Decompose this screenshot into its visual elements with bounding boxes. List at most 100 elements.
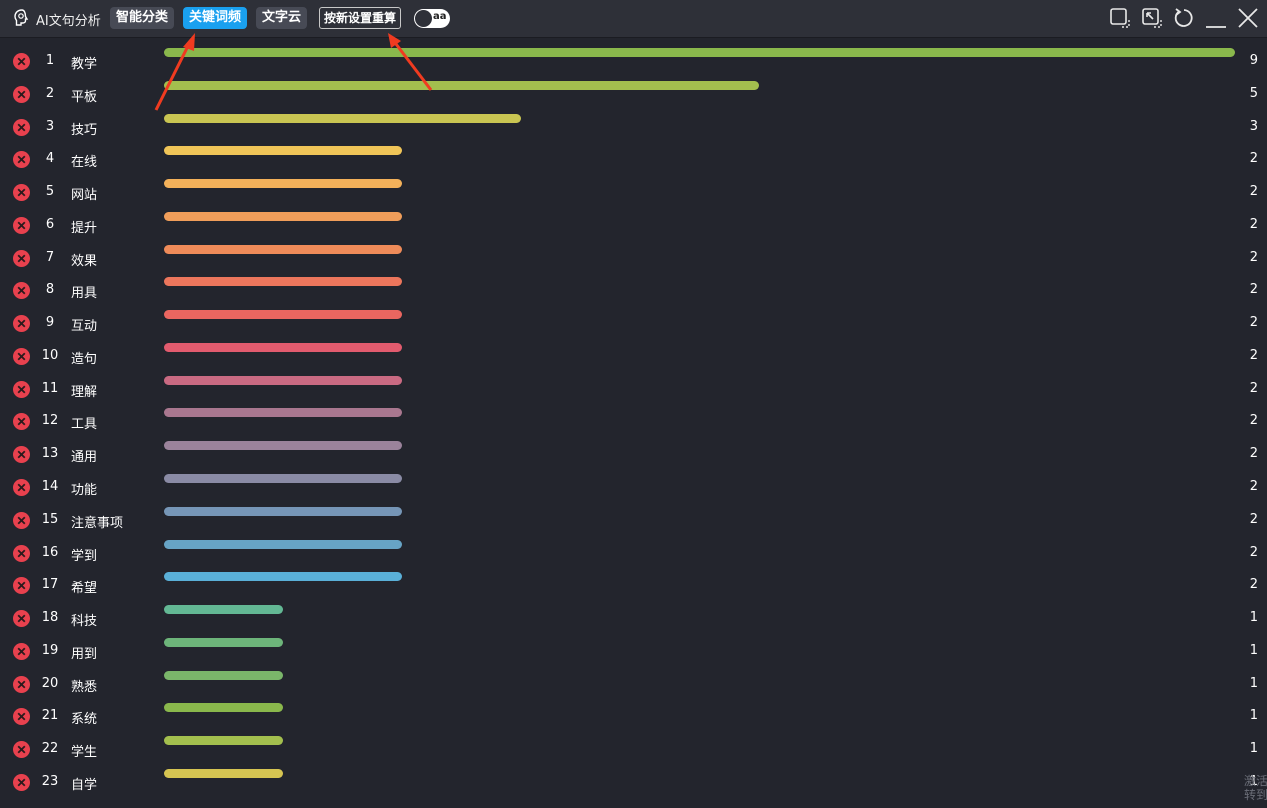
remove-keyword-icon[interactable] bbox=[13, 675, 30, 693]
x-mark-icon bbox=[17, 188, 26, 197]
keyword-row: 19 用到 1 bbox=[0, 635, 1267, 668]
remove-keyword-icon[interactable] bbox=[13, 282, 30, 300]
refresh-icon[interactable] bbox=[1172, 6, 1196, 30]
keyword-rank: 16 bbox=[41, 544, 59, 560]
remove-keyword-icon[interactable] bbox=[13, 479, 30, 496]
keyword-count: 2 bbox=[1249, 446, 1258, 462]
remove-keyword-icon[interactable] bbox=[13, 151, 30, 169]
x-mark-icon bbox=[17, 745, 26, 754]
remove-keyword-icon[interactable] bbox=[13, 118, 30, 136]
watermark-line-1: 激活 bbox=[1244, 774, 1267, 788]
x-mark-icon bbox=[17, 319, 26, 328]
frequency-bar bbox=[164, 375, 402, 385]
frequency-bar bbox=[164, 80, 759, 90]
tab-smart-classify[interactable]: 智能分类 bbox=[110, 7, 175, 29]
recalculate-button[interactable]: 按新设置重算 bbox=[319, 7, 402, 29]
frequency-bar bbox=[164, 506, 402, 516]
keyword-row: 16 学到 2 bbox=[0, 537, 1267, 570]
x-mark-icon bbox=[17, 286, 26, 295]
keyword-count: 2 bbox=[1249, 151, 1258, 167]
remove-keyword-icon[interactable] bbox=[13, 53, 30, 70]
keyword-rank: 3 bbox=[45, 118, 55, 134]
frequency-bar bbox=[164, 539, 402, 549]
tab-keyword-frequency[interactable]: 关键词频 bbox=[183, 7, 248, 29]
remove-keyword-icon[interactable] bbox=[13, 741, 30, 759]
watermark-line-2: 转到 bbox=[1244, 788, 1267, 802]
keyword-row: 6 提升 2 bbox=[0, 209, 1267, 242]
minimize-icon[interactable] bbox=[1204, 6, 1228, 30]
keyword-row: 8 用具 2 bbox=[0, 274, 1267, 307]
x-mark-icon bbox=[17, 516, 26, 525]
tab-word-cloud[interactable]: 文字云 bbox=[256, 7, 308, 29]
keyword-row: 3 技巧 3 bbox=[0, 111, 1267, 144]
keyword-row: 4 在线 2 bbox=[0, 143, 1267, 176]
title-bar: AI文句分析 智能分类 关键词频 文字云 按新设置重算 aa bbox=[0, 0, 1267, 38]
keyword-text: 系统 bbox=[71, 712, 98, 728]
remove-keyword-icon[interactable] bbox=[13, 708, 30, 726]
x-mark-icon bbox=[17, 712, 26, 721]
frequency-bar bbox=[164, 48, 1235, 57]
remove-keyword-icon[interactable] bbox=[13, 544, 30, 562]
remove-keyword-icon[interactable] bbox=[13, 347, 30, 365]
remove-keyword-icon[interactable] bbox=[13, 773, 30, 791]
keyword-count: 2 bbox=[1249, 413, 1258, 429]
keyword-text: 自学 bbox=[71, 777, 98, 793]
brain-head-icon bbox=[14, 9, 29, 26]
remove-keyword-icon[interactable] bbox=[13, 249, 30, 267]
keyword-count: 1 bbox=[1249, 642, 1258, 658]
frequency-bar bbox=[164, 179, 402, 189]
keyword-rank: 18 bbox=[41, 610, 59, 626]
x-mark-icon bbox=[17, 778, 26, 787]
remove-keyword-icon[interactable] bbox=[13, 315, 30, 333]
remove-keyword-icon[interactable] bbox=[13, 446, 30, 464]
keyword-count: 1 bbox=[1249, 741, 1258, 757]
keyword-count: 2 bbox=[1249, 380, 1258, 396]
x-mark-icon bbox=[17, 450, 26, 459]
remove-keyword-icon[interactable] bbox=[13, 216, 30, 234]
snap-icon[interactable] bbox=[1108, 6, 1132, 30]
remove-keyword-icon[interactable] bbox=[13, 380, 30, 398]
keyword-text: 网站 bbox=[71, 188, 98, 204]
keyword-rank: 23 bbox=[41, 773, 59, 789]
x-mark-icon bbox=[17, 680, 26, 689]
keyword-text: 互动 bbox=[71, 319, 98, 335]
activation-watermark: 激活 转到 bbox=[1244, 774, 1267, 802]
remove-keyword-icon[interactable] bbox=[13, 85, 30, 103]
frequency-bar bbox=[164, 572, 402, 582]
frequency-bar bbox=[164, 211, 402, 221]
keyword-rank: 14 bbox=[41, 479, 59, 494]
keyword-text: 理解 bbox=[71, 384, 98, 400]
keyword-text: 用具 bbox=[71, 286, 98, 302]
frequency-bar bbox=[164, 605, 283, 615]
keyword-rank: 1 bbox=[45, 53, 55, 68]
keyword-rank: 20 bbox=[41, 675, 59, 691]
frequency-bar bbox=[164, 768, 283, 778]
x-mark-icon bbox=[17, 483, 26, 492]
keyword-text: 造句 bbox=[71, 351, 98, 367]
remove-keyword-icon[interactable] bbox=[13, 642, 30, 660]
toggle-knob bbox=[415, 10, 432, 27]
keyword-rank: 7 bbox=[45, 249, 55, 265]
keyword-row: 21 系统 1 bbox=[0, 700, 1267, 733]
remove-keyword-icon[interactable] bbox=[13, 577, 30, 595]
keyword-text: 注意事项 bbox=[71, 515, 124, 531]
remove-keyword-icon[interactable] bbox=[13, 610, 30, 628]
keyword-count: 2 bbox=[1249, 347, 1258, 363]
close-icon[interactable] bbox=[1236, 6, 1260, 30]
remove-keyword-icon[interactable] bbox=[13, 511, 30, 529]
remove-keyword-icon[interactable] bbox=[13, 184, 30, 202]
keyword-row: 20 熟悉 1 bbox=[0, 668, 1267, 701]
keyword-rank: 6 bbox=[45, 216, 55, 232]
pin-icon[interactable] bbox=[1140, 6, 1164, 30]
keyword-count: 2 bbox=[1249, 577, 1258, 593]
keyword-row: 23 自学 1 bbox=[0, 766, 1267, 799]
keyword-count: 3 bbox=[1249, 118, 1258, 134]
remove-keyword-icon[interactable] bbox=[13, 413, 30, 431]
keyword-row: 11 理解 2 bbox=[0, 373, 1267, 406]
keyword-rank: 21 bbox=[41, 708, 59, 724]
keyword-rank: 10 bbox=[41, 347, 59, 363]
keyword-count: 2 bbox=[1249, 544, 1258, 560]
case-toggle[interactable]: aa bbox=[414, 9, 450, 28]
keyword-rank: 12 bbox=[41, 413, 59, 429]
keyword-text: 在线 bbox=[71, 155, 98, 171]
